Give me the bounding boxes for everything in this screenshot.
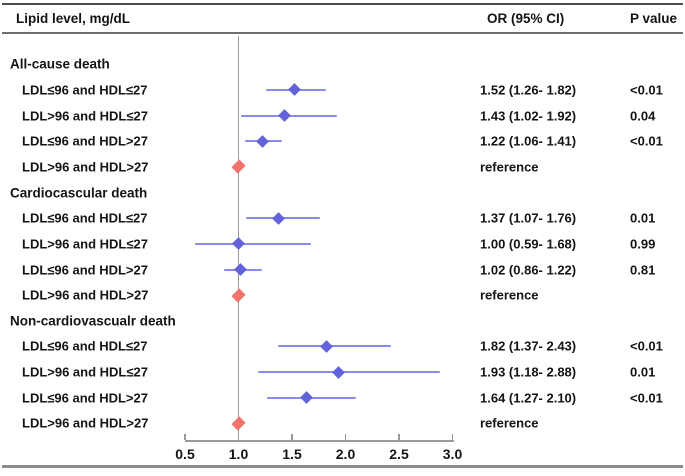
reference-marker — [231, 288, 246, 303]
or-ci-value: 1.22 (1.06- 1.41) — [480, 133, 577, 149]
row-label: LDL≤96 and HDL>27 — [22, 262, 148, 277]
forest-row: LDL≤96 and HDL≤27 1.82 (1.37- 2.43) <0.01 — [0, 334, 685, 360]
p-value: 0.01 — [630, 364, 656, 380]
row-label: LDL≤96 and HDL≤27 — [22, 338, 148, 354]
axis-tick — [237, 434, 240, 440]
group-heading-row: Cardiocascular death — [0, 180, 685, 206]
top-rule — [2, 3, 683, 5]
p-value: <0.01 — [630, 338, 663, 354]
row-label: LDL>96 and HDL>27 — [22, 287, 149, 303]
or-marker — [331, 365, 345, 379]
row-label: LDL>96 and HDL≤27 — [22, 364, 148, 380]
axis-tick-label: 2.5 — [389, 446, 409, 462]
row-label: LDL>96 and HDL≤27 — [22, 236, 148, 252]
or-marker — [278, 109, 291, 122]
row-label: LDL>96 and HDL>27 — [22, 159, 149, 175]
p-value: <0.01 — [630, 82, 663, 98]
group-heading-row: Non-cardiovascualr death — [0, 308, 685, 334]
column-header-p-value: P value — [630, 11, 678, 26]
or-ci-value: reference — [480, 415, 539, 431]
forest-row: LDL>96 and HDL≤27 1.00 (0.59- 1.68) 0.99 — [0, 231, 685, 257]
ci-line — [194, 242, 312, 245]
reference-marker — [231, 416, 246, 431]
or-ci-value: 1.52 (1.26- 1.82) — [480, 82, 577, 98]
row-label: LDL≤96 and HDL≤27 — [22, 210, 148, 226]
or-marker — [319, 340, 333, 353]
p-value: 0.01 — [630, 210, 656, 226]
forest-row: LDL≤96 and HDL>27 1.22 (1.06- 1.41) <0.01 — [0, 128, 685, 154]
axis-tick-label: 0.5 — [175, 446, 195, 462]
p-value: <0.01 — [630, 133, 663, 149]
ci-line — [257, 371, 440, 374]
or-marker — [255, 134, 269, 148]
axis-tick — [344, 434, 347, 440]
forest-row: LDL>96 and HDL>27 reference — [0, 282, 685, 308]
p-value: 0.99 — [630, 236, 656, 252]
axis-tick-label: 1.5 — [282, 446, 302, 462]
axis-tick — [184, 434, 186, 440]
forest-row: LDL>96 and HDL>27 reference — [0, 411, 685, 437]
forest-row: LDL≤96 and HDL>27 1.02 (0.86- 1.22) 0.81 — [0, 257, 685, 283]
group-heading-row: All-cause death — [0, 52, 685, 78]
bottom-rule — [2, 465, 683, 468]
axis-tick — [398, 434, 400, 440]
axis-tick — [291, 434, 293, 440]
group-heading-label: Cardiocascular death — [10, 185, 148, 201]
row-label: LDL≤96 and HDL≤27 — [22, 82, 148, 98]
row-label: LDL>96 and HDL>27 — [22, 415, 149, 431]
axis-tick-label: 2.0 — [335, 446, 356, 462]
axis-tick — [451, 434, 454, 440]
or-ci-value: 1.82 (1.37- 2.43) — [480, 338, 577, 354]
ci-line — [278, 345, 392, 348]
or-ci-value: 1.37 (1.07- 1.76) — [480, 210, 577, 226]
or-marker — [271, 211, 285, 225]
or-marker — [300, 391, 314, 405]
column-header-or: OR (95% CI) — [487, 11, 565, 26]
group-heading-label: Non-cardiovascualr death — [10, 313, 176, 329]
or-marker — [232, 237, 245, 251]
or-ci-value: reference — [480, 287, 539, 303]
or-ci-value: 1.00 (0.59- 1.68) — [480, 236, 577, 252]
reference-marker — [231, 159, 246, 174]
or-marker — [287, 83, 301, 97]
forest-row: LDL>96 and HDL>27 reference — [0, 154, 685, 180]
row-label: LDL≤96 and HDL>27 — [22, 133, 148, 149]
or-ci-value: 1.64 (1.27- 2.10) — [480, 390, 577, 406]
forest-row: LDL≤96 and HDL≤27 1.37 (1.07- 1.76) 0.01 — [0, 205, 685, 231]
header-rule — [2, 32, 683, 34]
or-marker — [234, 263, 247, 276]
axis-tick-label: 3.0 — [442, 446, 463, 462]
or-ci-value: 1.02 (0.86- 1.22) — [480, 262, 577, 277]
axis-tick-label: 1.0 — [228, 446, 249, 462]
forest-row: LDL>96 and HDL≤27 1.43 (1.02- 1.92) 0.04 — [0, 103, 685, 129]
or-ci-value: 1.43 (1.02- 1.92) — [480, 108, 577, 124]
or-ci-value: 1.93 (1.18- 2.88) — [480, 364, 577, 380]
column-header-lipid-level: Lipid level, mg/dL — [16, 11, 131, 26]
p-value: <0.01 — [630, 390, 663, 406]
forest-row: LDL≤96 and HDL≤27 1.52 (1.26- 1.82) <0.01 — [0, 77, 685, 103]
p-value: 0.04 — [630, 108, 656, 124]
p-value: 0.81 — [630, 262, 656, 277]
row-label: LDL≤96 and HDL>27 — [22, 390, 148, 406]
forest-row: LDL≤96 and HDL>27 1.64 (1.27- 2.10) <0.01 — [0, 385, 685, 411]
or-ci-value: reference — [480, 159, 539, 175]
forest-row: LDL>96 and HDL≤27 1.93 (1.18- 2.88) 0.01 — [0, 359, 685, 385]
group-heading-label: All-cause death — [10, 56, 110, 72]
axis-baseline — [185, 440, 454, 442]
row-label: LDL>96 and HDL≤27 — [22, 108, 148, 124]
